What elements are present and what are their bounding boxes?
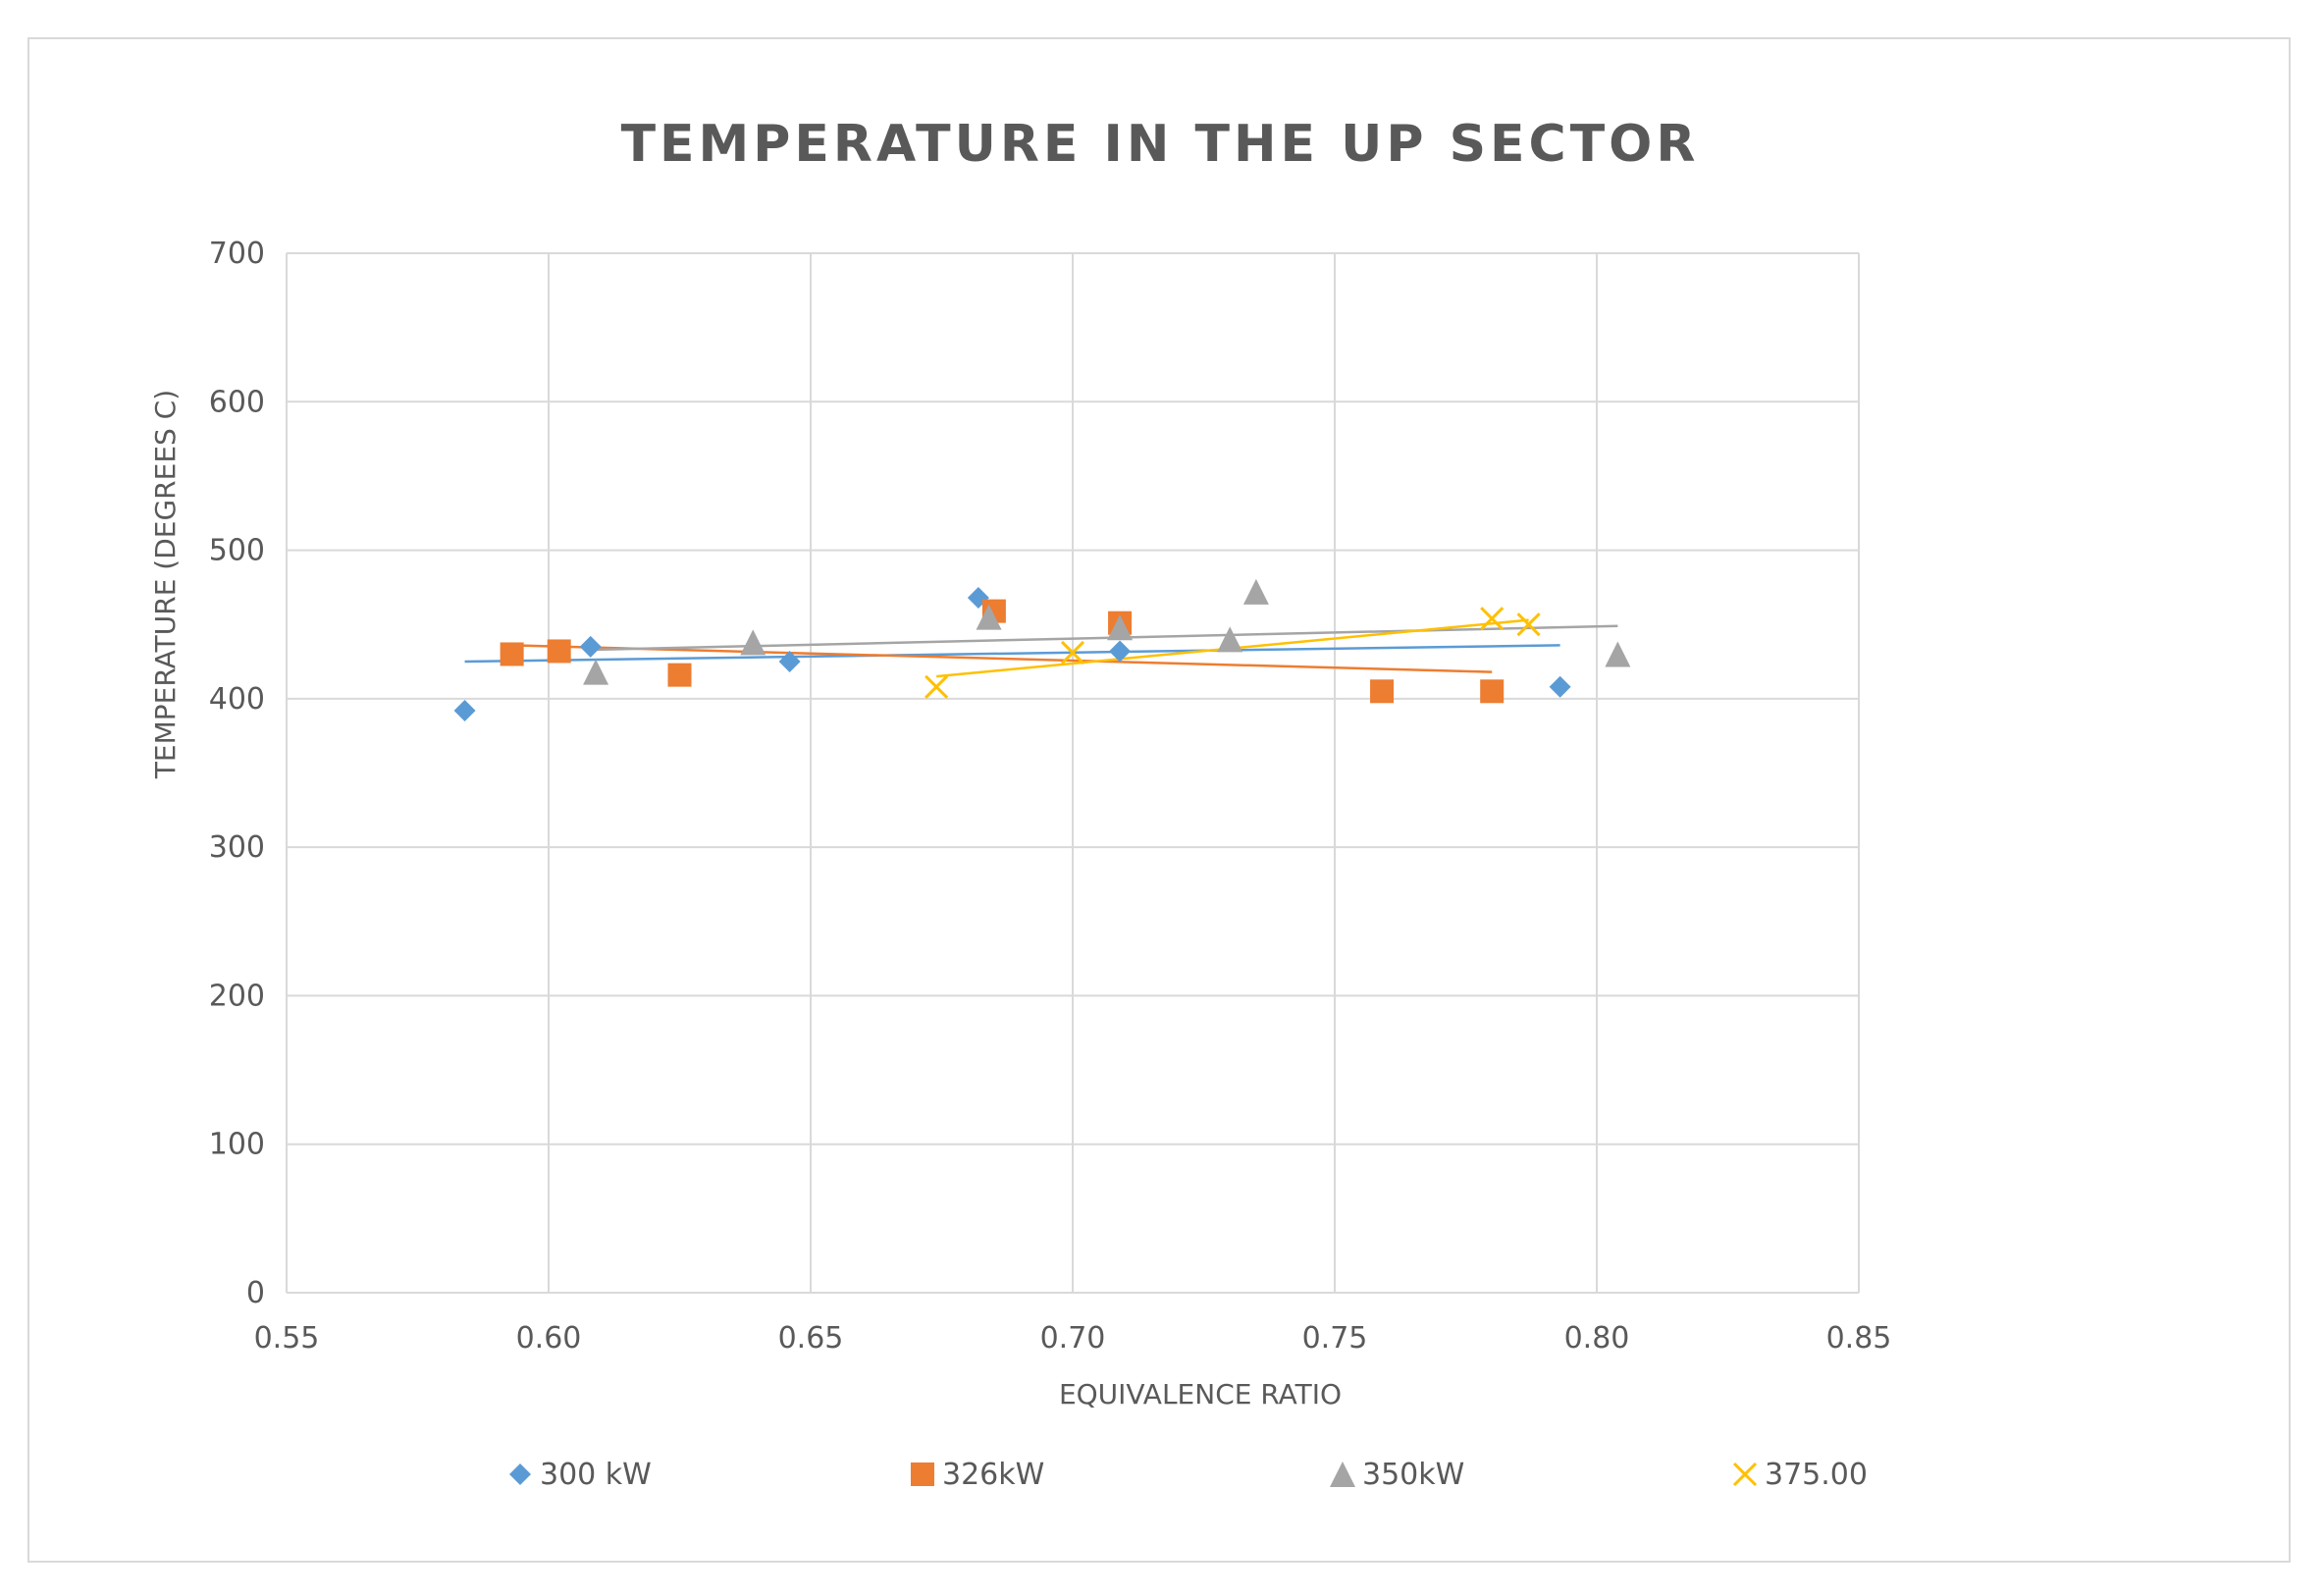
legend-label-2: 326kW (942, 1458, 1044, 1492)
x-marker-stroke (1516, 612, 1541, 637)
chart-svg: TEMPERATURE IN THE UP SECTOR 0 100 200 300 4… (149, 115, 1892, 1492)
x-tick-label: 0.75 (1302, 1321, 1368, 1356)
y-tick-label: 400 (209, 682, 265, 717)
data-point-series-1 (1549, 675, 1571, 698)
y-tick-label: 0 (246, 1276, 265, 1310)
data-point-series-3 (1605, 641, 1631, 667)
data-point-series-3 (1242, 578, 1269, 605)
data-point-series-3 (583, 659, 609, 685)
data-point-series-3 (1107, 614, 1134, 641)
data-point-series-4 (1516, 612, 1541, 637)
trendlines (464, 618, 1618, 678)
x-tick-label: 0.65 (778, 1321, 844, 1356)
grid (286, 252, 1860, 1294)
data-point-series-3 (1217, 626, 1243, 653)
chart-frame: TEMPERATURE IN THE UP SECTOR 0 100 200 300 4… (27, 37, 2291, 1563)
legend-marker-3 (1330, 1462, 1355, 1487)
legend-label-3: 350kW (1362, 1458, 1464, 1492)
data-point-series-2 (1370, 679, 1395, 704)
x-tick-label: 0.60 (516, 1321, 582, 1356)
data-point-series-1 (453, 699, 476, 721)
data-point-series-2 (667, 663, 692, 687)
legend-marker-2 (911, 1463, 934, 1486)
legend-marker-4 (1732, 1462, 1758, 1487)
y-tick-label: 500 (209, 534, 265, 568)
data-point-series-2 (547, 639, 571, 664)
data-point-series-4 (1480, 607, 1505, 631)
x-tick-label: 0.70 (1040, 1321, 1106, 1356)
legend-marker-1 (509, 1463, 531, 1485)
y-axis-label: TEMPERATURE (DEGREES C) (149, 390, 182, 779)
x-marker-stroke (1060, 640, 1085, 665)
y-tick-label: 100 (209, 1128, 265, 1162)
trendline-series-1 (464, 644, 1560, 664)
legend-label-1: 300 kW (540, 1458, 652, 1492)
data-point-series-4 (924, 674, 949, 699)
y-tick-label: 200 (209, 979, 265, 1013)
data-point-series-1 (1109, 640, 1132, 663)
data-point-series-1 (579, 635, 602, 658)
data-point-series-3 (976, 604, 1002, 630)
data-point-series-3 (740, 629, 766, 656)
data-points (453, 578, 1631, 721)
trendline-series-3 (596, 624, 1618, 652)
x-marker-stroke (924, 674, 949, 699)
x-marker-stroke (1480, 607, 1505, 631)
y-tick-label: 600 (209, 385, 265, 419)
data-point-series-4 (1060, 640, 1085, 665)
legend: 300 kW 326kW 350kW 375.00 (509, 1458, 1868, 1492)
y-tick-label: 300 (209, 830, 265, 865)
x-axis-label: EQUIVALENCE RATIO (1059, 1378, 1342, 1410)
y-tick-label: 700 (209, 237, 265, 271)
data-point-series-1 (778, 651, 801, 673)
legend-label-4: 375.00 (1765, 1458, 1868, 1492)
x-tick-label: 0.80 (1564, 1321, 1630, 1356)
chart-title: TEMPERATURE IN THE UP SECTOR (621, 115, 1700, 174)
data-point-series-2 (500, 642, 524, 666)
tick-labels: 0 100 200 300 400 500 600 700 0.55 0.60 0.65 0.70 0.… (209, 237, 1892, 1356)
trendline-series-2 (511, 644, 1493, 673)
data-point-series-2 (1480, 679, 1505, 704)
x-tick-label: 0.55 (254, 1321, 320, 1356)
x-tick-label: 0.85 (1826, 1321, 1892, 1356)
x-marker-stroke (1732, 1462, 1758, 1487)
